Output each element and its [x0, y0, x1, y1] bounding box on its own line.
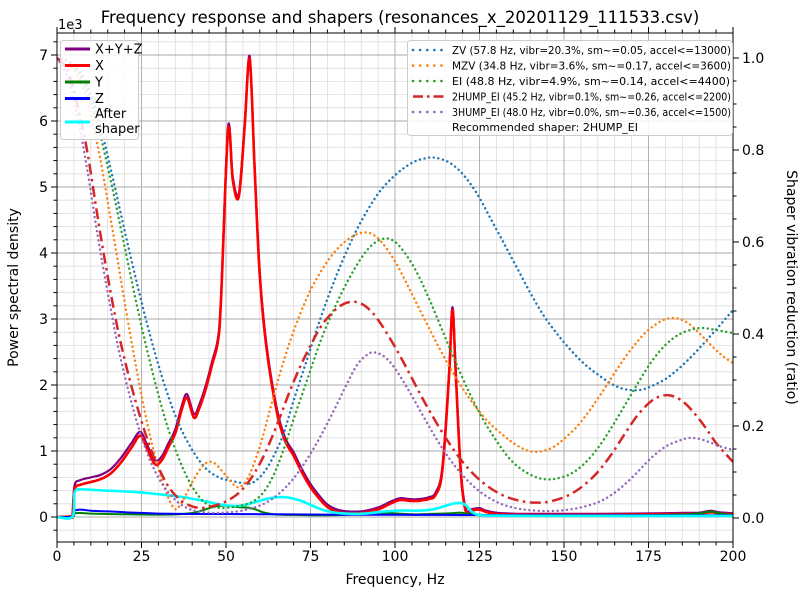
y-right-tick-label: 0.2: [742, 419, 764, 435]
y-right-tick-label: 0.0: [742, 511, 764, 527]
y-right-axis-label: Shaper vibration reduction (ratio): [783, 170, 799, 405]
y-left-tick-label: 1: [39, 444, 48, 460]
legend-shapers: ZV (57.8 Hz, vibr=20.3%, sm~=0.05, accel…: [407, 40, 733, 136]
y-left-tick-label: 6: [39, 114, 48, 130]
y-left-offset-text: 1e3: [58, 18, 83, 33]
y-right-tick-label: 0.6: [742, 235, 764, 251]
y-left-tick-label: 3: [39, 312, 48, 328]
curve-3hump-ei: [57, 56, 733, 515]
chart-title: Frequency response and shapers (resonanc…: [101, 8, 700, 28]
tick-marks: [51, 27, 739, 548]
legend-label: X+Y+Z: [95, 43, 143, 58]
y-right-tick-label: 1.0: [742, 51, 764, 67]
y-left-axis-label: Power spectral density: [6, 208, 22, 367]
legend-label: Z: [95, 92, 104, 107]
x-tick-label: 175: [635, 549, 662, 565]
x-tick-label: 100: [382, 549, 409, 565]
y-left-tick-label: 7: [39, 48, 48, 64]
x-tick-label: 200: [720, 549, 747, 565]
curves: [57, 54, 733, 520]
legend-label: X: [95, 59, 104, 74]
x-tick-label: 125: [466, 549, 493, 565]
y-right-tick-label: 0.8: [742, 143, 764, 159]
legend-label: 3HUMP_EI (48.0 Hz, vibr=0.0%, sm~=0.36, …: [452, 106, 731, 119]
y-left-tick-label: 4: [39, 246, 48, 262]
legend-label: shaper: [95, 122, 140, 137]
legend-label: EI (48.8 Hz, vibr=4.9%, sm~=0.14, accel<…: [452, 75, 730, 88]
y-right-tick-label: 0.4: [742, 327, 764, 343]
curve-2hump-ei: [57, 57, 733, 510]
x-tick-label: 75: [302, 549, 320, 565]
x-axis-label: Frequency, Hz: [345, 572, 444, 588]
y-left-tick-label: 5: [39, 180, 48, 196]
legend-label: 2HUMP_EI (45.2 Hz, vibr=0.1%, sm~=0.26, …: [452, 91, 731, 104]
tick-labels: 0 25 50 75 100 125 150 175 200 0 1 2 3 4 5 6 7 0.0 0.2 0.4 0…: [39, 18, 764, 565]
curve-after-shaper: [57, 487, 733, 520]
x-tick-label: 0: [53, 549, 62, 565]
legend-label: After: [95, 107, 127, 122]
x-tick-label: 50: [217, 549, 235, 565]
y-left-tick-label: 2: [39, 378, 48, 394]
x-tick-label: 25: [133, 549, 151, 565]
y-left-tick-label: 0: [39, 510, 48, 526]
legend-label: Y: [94, 76, 103, 91]
x-tick-label: 150: [551, 549, 578, 565]
curve-ei: [57, 56, 733, 510]
legend-label: ZV (57.8 Hz, vibr=20.3%, sm~=0.05, accel…: [452, 44, 731, 57]
legend-recommended-shaper: Recommended shaper: 2HUMP_EI: [452, 121, 638, 134]
legend-label: MZV (34.8 Hz, vibr=3.6%, sm~=0.17, accel…: [452, 60, 731, 73]
curve-mzv: [57, 56, 733, 511]
